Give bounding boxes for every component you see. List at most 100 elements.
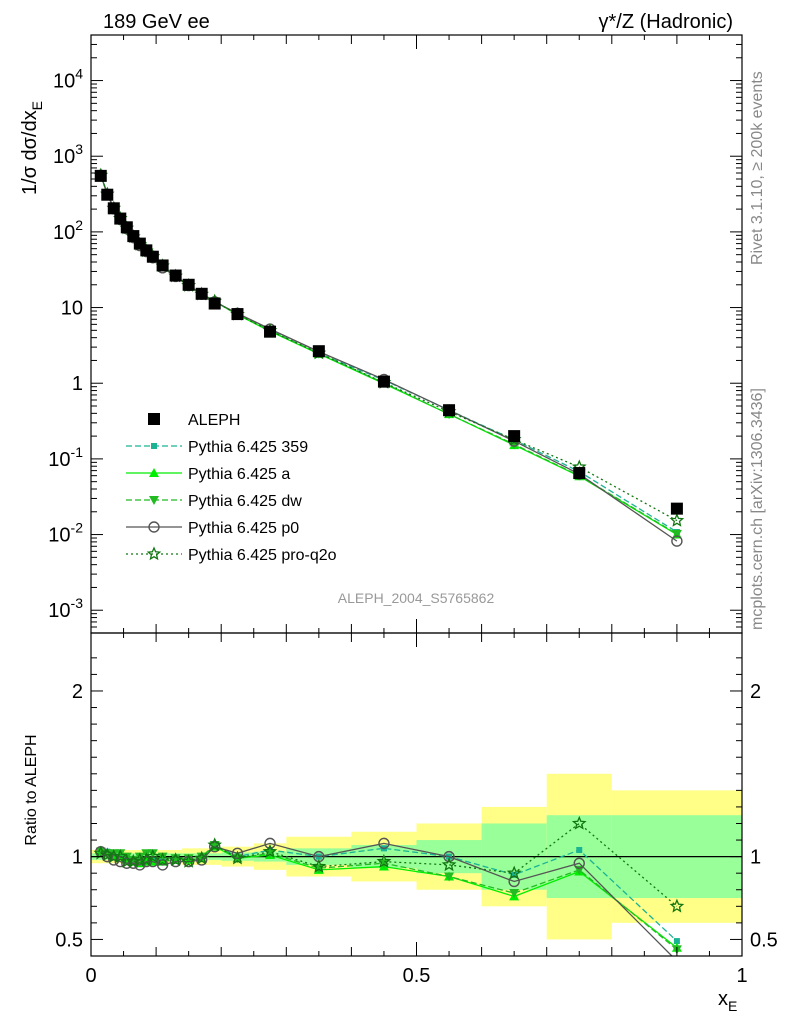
ratio-y-tick-label: 0.5 <box>55 929 83 951</box>
rivet-version-label: Rivet 3.1.10, ≥ 200k events <box>749 71 766 265</box>
ratio-point <box>264 837 276 850</box>
legend-marker <box>148 413 160 425</box>
ratio-y-tick-label-right: 0.5 <box>750 929 778 951</box>
y-tick-label: 10 <box>61 298 83 320</box>
series-line <box>100 175 678 522</box>
series-pythia-6-425-a <box>95 169 682 539</box>
energy-label: 189 GeV ee <box>103 11 210 33</box>
y-tick-label: 10-1 <box>48 444 83 471</box>
data-point <box>671 529 682 539</box>
x-tick-label: 0.5 <box>403 965 431 987</box>
data-point <box>508 430 521 443</box>
series-pythia-6-425-pro-q2o <box>93 167 685 527</box>
ratio-point <box>573 857 585 869</box>
y-tick-label: 103 <box>53 141 83 168</box>
ratio-point <box>511 871 518 878</box>
ratio-point <box>509 889 520 899</box>
data-point <box>208 297 221 310</box>
ratio-point <box>115 849 126 859</box>
ratio-y-tick-label-right: 2 <box>750 681 761 703</box>
legend-marker <box>148 521 160 533</box>
legend-label: Pythia 6.425 359 <box>188 439 308 456</box>
legend-marker <box>149 468 159 477</box>
ratio-point <box>93 845 109 860</box>
data-point <box>107 202 120 215</box>
mcplots-citation-label: mcplots.cern.ch [arXiv:1306.3436] <box>749 388 766 630</box>
y-tick-label: 1 <box>72 373 83 395</box>
ratio-point <box>444 872 455 882</box>
legend-label: Pythia 6.425 pro-q2o <box>188 547 337 564</box>
ratio-series-pythia-6-425-pro-q2o <box>93 815 685 913</box>
ratio-y-tick-label: 1 <box>72 847 83 869</box>
ratio-point <box>311 858 327 873</box>
data-point <box>231 308 244 321</box>
legend-label: Pythia 6.425 p0 <box>188 520 299 537</box>
ratio-point <box>230 850 245 865</box>
ratio-point <box>140 855 153 868</box>
data-point <box>169 269 182 282</box>
legend-marker <box>149 496 159 505</box>
ratio-point <box>673 938 680 945</box>
series-aleph <box>94 169 683 515</box>
y-tick-label: 10-3 <box>48 595 83 622</box>
data-point <box>377 375 390 388</box>
process-label: γ*/Z (Hadronic) <box>599 11 733 33</box>
x-tick-label: 1 <box>736 965 747 987</box>
ratio-point <box>576 846 583 853</box>
ratio-point <box>114 855 126 868</box>
legend-entry: Pythia 6.425 dw <box>126 493 302 510</box>
ratio-point <box>669 898 685 913</box>
ratio-axis-title: Ratio to ALEPH <box>23 734 40 845</box>
data-point <box>195 287 208 300</box>
data-point <box>573 467 586 480</box>
ratio-point <box>441 857 457 872</box>
legend-label: ALEPH <box>188 412 240 429</box>
series-pythia-6-425-359 <box>97 171 680 536</box>
ratio-point <box>145 848 161 863</box>
legend-entry: Pythia 6.425 359 <box>126 439 308 456</box>
series-pythia-6-425-p0 <box>95 169 683 547</box>
ratio-point <box>378 837 390 850</box>
data-point <box>182 278 195 291</box>
legend-marker <box>151 443 157 449</box>
legend: ALEPH Pythia 6.425 359 Pythia 6.425 a Pythi… <box>126 412 337 564</box>
ratio-point <box>169 855 182 868</box>
data-point <box>264 325 277 338</box>
ratio-point <box>134 852 145 862</box>
data-point <box>669 512 685 527</box>
ratio-y-tick-label-right: 1 <box>750 847 761 869</box>
data-point <box>120 221 133 234</box>
ratio-point <box>208 840 221 853</box>
main-panel-series <box>93 167 685 547</box>
ratio-point <box>108 849 119 859</box>
legend-entry: Pythia 6.425 pro-q2o <box>126 546 337 564</box>
ratio-point <box>181 853 197 868</box>
ratio-line <box>100 822 678 907</box>
ratio-point <box>506 865 522 880</box>
data-point <box>670 502 683 515</box>
ratio-point <box>99 847 115 862</box>
ratio-point <box>443 850 455 863</box>
legend-entry: Pythia 6.425 a <box>126 466 290 483</box>
main-frame <box>90 34 743 634</box>
y-axis-title: 1/σ dσ/dxE <box>19 101 45 195</box>
data-point <box>443 404 456 417</box>
legend-label: Pythia 6.425 dw <box>188 493 302 510</box>
ratio-point <box>157 852 168 862</box>
data-point <box>156 259 169 272</box>
ratio-panel-series <box>93 815 685 956</box>
series-line <box>100 175 678 542</box>
data-point <box>312 345 325 358</box>
data-point <box>94 169 107 182</box>
ratio-point <box>168 852 183 867</box>
ratio-point <box>376 853 392 868</box>
x-tick-label: 0 <box>85 965 96 987</box>
ratio-point <box>125 853 141 868</box>
data-point <box>101 188 114 201</box>
ratio-point <box>571 815 587 830</box>
data-point <box>671 535 683 547</box>
y-tick-label: 104 <box>53 66 83 93</box>
legend-label: Pythia 6.425 a <box>188 466 290 483</box>
y-tick-label: 10-2 <box>48 520 83 547</box>
